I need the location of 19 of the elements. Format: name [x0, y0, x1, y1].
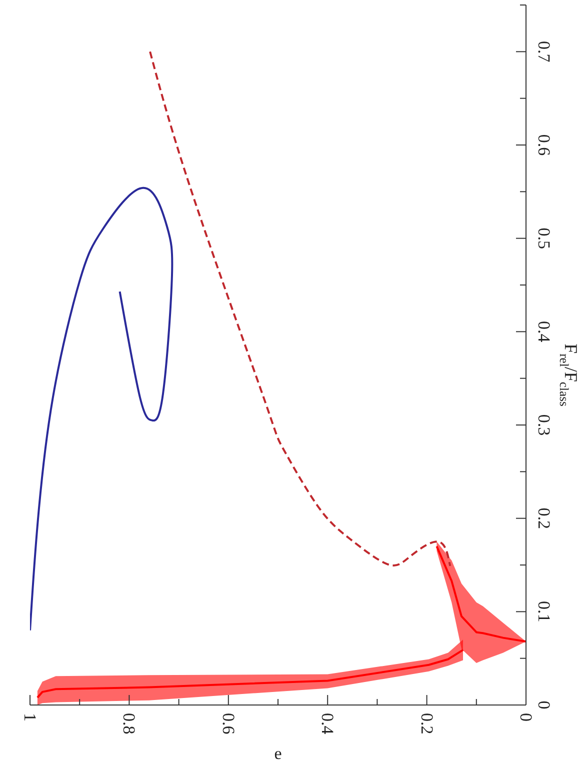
x-tick-label: 0	[516, 713, 536, 722]
y-tick-label: 0.3	[534, 414, 554, 436]
x-tick-label: 0.4	[318, 713, 338, 735]
x-tick-label: 1	[20, 713, 40, 722]
x-tick-label: 0.2	[417, 713, 436, 734]
line-series	[30, 186, 174, 632]
y-tick-label: 0.6	[534, 134, 554, 156]
x-axis-title: e	[274, 744, 282, 762]
x-tick-label: 0.8	[120, 713, 139, 734]
y-tick-label: 0.4	[534, 321, 554, 343]
y-tick-label: 0.5	[534, 228, 554, 249]
y-tick-label: 0.7	[534, 41, 554, 63]
line-series	[436, 545, 526, 643]
line-series	[36, 648, 464, 699]
line-series	[149, 50, 452, 567]
y-tick-label: 0.2	[534, 508, 554, 529]
y-tick-label: 0.1	[534, 601, 554, 622]
y-tick-label: 0	[534, 700, 554, 710]
x-tick-label: 0.6	[218, 713, 238, 734]
